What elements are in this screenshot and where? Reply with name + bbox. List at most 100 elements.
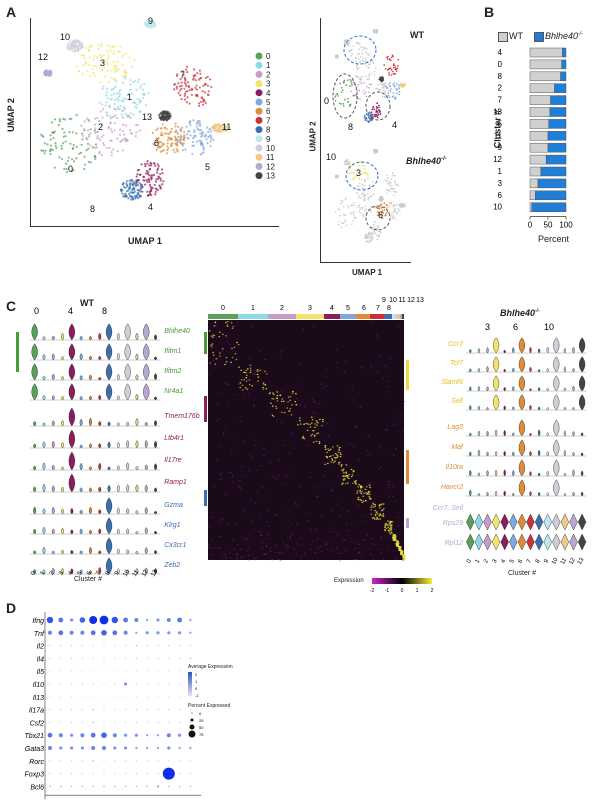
heatmap-cell: [391, 532, 393, 534]
small-umap-point: [358, 164, 361, 167]
legend-swatch-4: [255, 89, 263, 97]
heatmap-cell: [327, 435, 330, 437]
heatmap-cell: [239, 480, 241, 482]
small-umap-point: [377, 228, 379, 231]
umap-point: [126, 185, 129, 188]
heatmap-cell: [332, 446, 334, 448]
umap-point: [160, 131, 163, 134]
small-umap-point: [377, 109, 380, 111]
small-umap-point: [403, 84, 405, 86]
small-umap-point: [338, 102, 341, 105]
heatmap-cell: [220, 472, 222, 474]
violin-Slamf6-5: [512, 386, 515, 392]
d-dot-Il17a-6: [114, 709, 116, 711]
umap-cluster-label-13: 13: [142, 112, 152, 122]
small-umap-point: [390, 178, 393, 181]
b-row-label-11: 11: [494, 131, 503, 140]
umap-point: [143, 92, 146, 96]
heatmap-cell: [376, 371, 379, 373]
heatmap-cell: [225, 428, 227, 430]
umap-point: [169, 131, 172, 134]
heatmap-cell: [360, 499, 362, 501]
heatmap-cell: [344, 539, 346, 541]
heatmap-cell: [353, 480, 356, 483]
umap-point: [89, 144, 92, 147]
small-umap-point: [363, 184, 365, 187]
small-umap-point: [381, 76, 383, 78]
umap-point: [60, 147, 63, 150]
umap-point: [81, 134, 85, 138]
heatmap-cell: [279, 394, 281, 396]
small-umap-point: [383, 87, 385, 90]
umap-point: [177, 138, 180, 142]
heatmap-cell: [315, 440, 318, 443]
small-umap-point: [386, 58, 389, 61]
umap-point: [217, 129, 220, 132]
heatmap-cell: [324, 544, 326, 546]
heatmap-cell: [397, 541, 400, 544]
heatmap-cell: [373, 517, 375, 519]
heatmap-cell: [376, 511, 378, 513]
heatmap-cell: [262, 388, 265, 390]
umap-point: [100, 42, 104, 45]
small-umap-point: [352, 81, 355, 84]
umap-point: [149, 164, 153, 167]
small-umap-point: [357, 76, 359, 78]
umap-point: [130, 65, 133, 68]
d-dot-Il4-10: [157, 657, 159, 659]
small-umap-point: [403, 204, 406, 206]
small-umap-point: [398, 93, 400, 96]
heatmap-cell: [343, 479, 345, 481]
heatmap-cell: [299, 417, 301, 419]
small-umap-point: [360, 82, 363, 85]
umap-point: [119, 93, 122, 96]
c-left-xtick-13: 13: [150, 569, 159, 578]
heatmap-cell: [266, 520, 269, 522]
d-dot-Rorc-1: [60, 760, 62, 762]
small-umap-point: [387, 176, 389, 179]
heatmap-cell: [224, 558, 227, 560]
umap-point: [107, 51, 110, 54]
d-dot-Ifng-10: [156, 618, 160, 622]
umap-point: [166, 139, 169, 142]
heatmap-cell: [292, 390, 294, 393]
violin-gene-Tcf7: Tcf7: [450, 360, 464, 367]
heatmap-cell: [360, 406, 363, 408]
violin-Zeb2-11: [135, 568, 139, 575]
umap-point: [43, 72, 46, 75]
b-row-label-6: 6: [498, 191, 503, 200]
heatmap-cell: [218, 547, 221, 549]
umap-point: [177, 125, 180, 129]
small-umap-point: [365, 234, 368, 237]
umap-point: [120, 139, 123, 142]
violin-Cx3cr1-4: [70, 549, 74, 555]
heatmap-cell: [367, 493, 369, 495]
small-umap-point: [390, 203, 392, 205]
umap-point: [204, 76, 208, 79]
d-dot-Il4-11: [168, 657, 170, 659]
umap-point: [99, 138, 102, 142]
d-dot-Il4-4: [92, 657, 94, 659]
small-umap-point: [359, 161, 362, 163]
small-umap-point: [393, 194, 395, 196]
heatmap-cell: [275, 545, 277, 547]
small-umap-point: [374, 67, 377, 70]
umap-cluster-label-12: 12: [38, 52, 48, 62]
small-umap-point: [359, 60, 361, 63]
heatmap-cell: [286, 535, 289, 537]
umap-point: [66, 47, 69, 50]
b-bar-ko-1: [540, 166, 567, 177]
violin-Il17re-5: [79, 462, 83, 471]
umap-small-xlabel: UMAP 1: [352, 268, 383, 277]
heatmap-cell: [286, 407, 288, 409]
small-umap-point: [388, 89, 390, 92]
heatmap-cell: [388, 537, 391, 539]
umap-point: [127, 114, 130, 117]
d-dot-Foxp3-4: [92, 773, 94, 775]
d-gene-Il17a: Il17a: [29, 708, 44, 715]
heatmap-cell: [225, 361, 228, 363]
heatmap-cell: [243, 537, 245, 539]
violin-Il10ra-7: [529, 471, 532, 477]
violin-Ramp1-4: [68, 473, 75, 493]
umap-point: [225, 129, 228, 132]
